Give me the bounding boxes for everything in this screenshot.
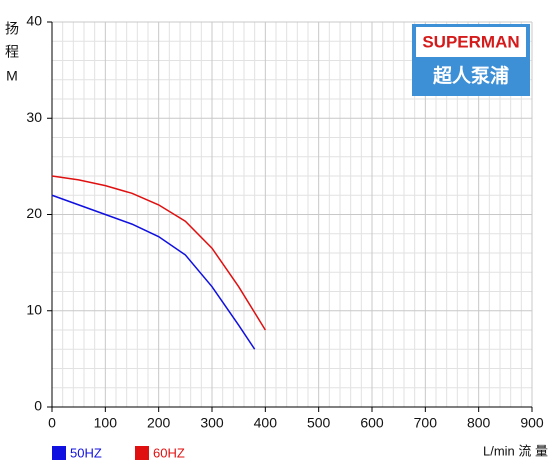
logo-subtitle: 超人泵浦 bbox=[432, 64, 509, 87]
legend-swatch bbox=[52, 446, 66, 460]
x-tick-label: 900 bbox=[520, 415, 544, 431]
x-tick-label: 600 bbox=[360, 415, 384, 431]
x-tick-label: 100 bbox=[94, 415, 118, 431]
y-axis-label: 扬 bbox=[5, 21, 19, 37]
x-tick-label: 500 bbox=[307, 415, 331, 431]
y-tick-label: 10 bbox=[26, 301, 42, 317]
series-line bbox=[51, 194, 256, 350]
logo: SUPERMAN 超人泵浦 bbox=[412, 24, 530, 96]
logo-top bbox=[416, 27, 526, 57]
legend-label: 60HZ bbox=[153, 445, 185, 460]
x-tick-label: 0 bbox=[48, 415, 56, 431]
x-axis-label: L/min 流 量 bbox=[483, 443, 548, 458]
y-axis-label: M bbox=[6, 68, 18, 84]
legend-swatch bbox=[135, 446, 149, 460]
y-tick-label: 30 bbox=[26, 109, 42, 125]
x-tick-label: 300 bbox=[200, 415, 224, 431]
series-line bbox=[51, 175, 266, 331]
y-axis-label: 程 bbox=[5, 44, 19, 60]
x-tick-label: 800 bbox=[467, 415, 491, 431]
x-tick-label: 400 bbox=[254, 415, 278, 431]
y-tick-label: 20 bbox=[26, 205, 42, 221]
y-tick-label: 40 bbox=[26, 13, 42, 29]
x-tick-label: 200 bbox=[147, 415, 171, 431]
x-tick-label: 700 bbox=[414, 415, 438, 431]
logo-brand: SUPERMAN bbox=[422, 32, 519, 51]
legend-label: 50HZ bbox=[70, 445, 102, 460]
y-tick-label: 0 bbox=[34, 398, 42, 414]
